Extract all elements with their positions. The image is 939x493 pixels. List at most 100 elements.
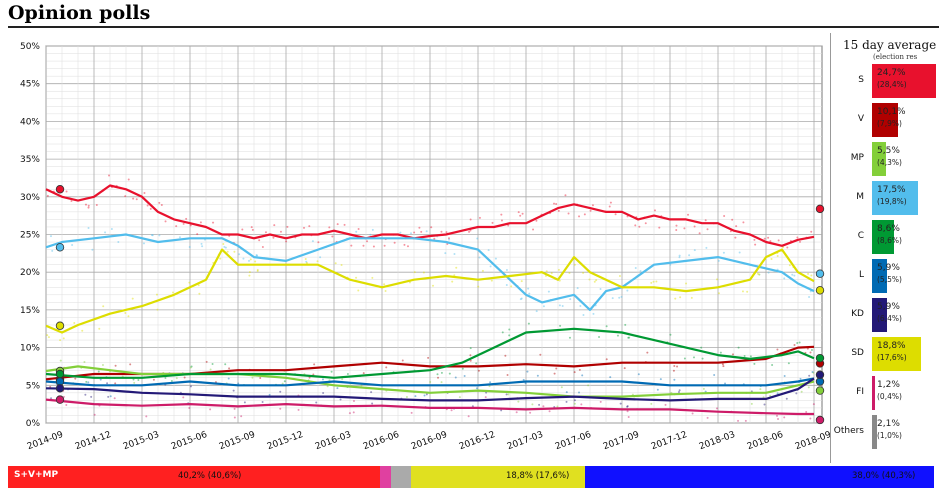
poll-dot: [254, 260, 257, 263]
party-label: FI: [856, 387, 864, 397]
poll-dot: [331, 235, 334, 238]
poll-dot: [200, 242, 203, 245]
poll-dot: [683, 227, 686, 230]
poll-dot: [46, 334, 49, 337]
poll-dot: [605, 358, 608, 361]
poll-dot: [524, 382, 527, 385]
poll-dot: [93, 413, 96, 416]
poll-dot: [463, 375, 466, 378]
poll-dot: [675, 229, 678, 232]
poll-dot: [355, 276, 358, 279]
poll-dot: [150, 233, 153, 236]
poll-dot: [258, 239, 261, 242]
poll-dot: [109, 395, 112, 398]
average-subtitle: (election res: [873, 53, 918, 61]
poll-dot: [715, 407, 718, 410]
poll-dot: [312, 373, 315, 376]
poll-dot: [807, 272, 810, 275]
poll-dot: [366, 240, 369, 243]
poll-dot: [568, 271, 571, 274]
poll-dot: [676, 365, 679, 368]
poll-dot: [132, 197, 135, 200]
poll-dot: [810, 274, 813, 277]
poll-dot: [440, 371, 443, 374]
poll-dot: [788, 264, 791, 267]
poll-dot: [627, 416, 630, 419]
poll-dot: [110, 228, 113, 231]
poll-dot: [776, 392, 779, 395]
series-line-s: [45, 184, 815, 247]
poll-dot: [224, 363, 227, 366]
poll-dot: [219, 257, 222, 260]
poll-dot: [224, 246, 227, 249]
poll-dot: [568, 336, 571, 339]
poll-dot: [458, 396, 461, 399]
poll-dot: [445, 231, 448, 234]
poll-dot: [702, 387, 705, 390]
poll-dot: [704, 219, 707, 222]
poll-dot: [742, 221, 745, 224]
series-line-kd: [45, 377, 815, 402]
start-marker-m: [55, 243, 65, 252]
poll-dot: [578, 391, 581, 394]
poll-dot: [579, 305, 582, 308]
poll-dot: [678, 254, 681, 257]
poll-dot: [84, 203, 87, 206]
poll-dot: [559, 324, 562, 327]
poll-dot: [124, 312, 127, 315]
poll-dot: [628, 336, 631, 339]
poll-dot: [504, 354, 507, 357]
poll-dot: [620, 295, 623, 298]
average-value: 10,1% (7,9%): [877, 107, 906, 128]
poll-dot: [678, 389, 681, 392]
poll-dot: [65, 190, 68, 193]
poll-dot: [403, 243, 406, 246]
poll-dot: [565, 400, 568, 403]
poll-dot: [427, 356, 430, 359]
y-tick-label: 25%: [20, 231, 40, 241]
poll-dot: [638, 225, 641, 228]
poll-dot: [652, 280, 655, 283]
average-row-mp: MP 5,5% (4,3%): [831, 142, 939, 176]
poll-dot: [489, 381, 492, 384]
poll-dot: [450, 409, 453, 412]
poll-dot: [431, 284, 434, 287]
average-panel: 15 day average - (election res S 24,7% (28…: [830, 33, 939, 463]
average-value: 8,6% (8,6%): [877, 224, 902, 245]
poll-dot: [51, 249, 54, 252]
y-tick-label: 30%: [20, 193, 40, 203]
poll-dot: [59, 339, 62, 342]
poll-dot: [321, 378, 324, 381]
average-bar: [872, 259, 888, 293]
poll-dot: [691, 412, 694, 415]
poll-dot: [399, 231, 402, 234]
poll-dot: [422, 271, 425, 274]
poll-dot: [775, 414, 778, 417]
poll-dot: [197, 284, 200, 287]
poll-dot: [507, 393, 510, 396]
poll-dot: [316, 260, 319, 263]
poll-dot: [507, 224, 510, 227]
poll-dot: [627, 336, 630, 339]
poll-dot: [527, 287, 530, 290]
poll-dot: [461, 367, 464, 370]
average-value: 5,9% (5,5%): [877, 263, 902, 284]
poll-dot: [188, 246, 191, 249]
poll-dot: [448, 238, 451, 241]
poll-dot: [223, 245, 226, 248]
poll-dot: [743, 354, 746, 357]
poll-dot: [719, 351, 722, 354]
poll-dot: [539, 353, 542, 356]
poll-dot: [589, 209, 592, 212]
poll-dot: [475, 387, 478, 390]
poll-dot: [372, 245, 375, 248]
poll-dot: [62, 337, 65, 340]
poll-dot: [500, 409, 503, 412]
poll-dot: [646, 351, 649, 354]
bloc-segment-fi: [380, 466, 392, 488]
poll-dot: [247, 259, 250, 262]
poll-dot: [370, 391, 373, 394]
election-result: (17,6%): [877, 353, 907, 362]
poll-dot: [505, 283, 508, 286]
average-value: 17,5% (19,8%): [877, 185, 907, 206]
